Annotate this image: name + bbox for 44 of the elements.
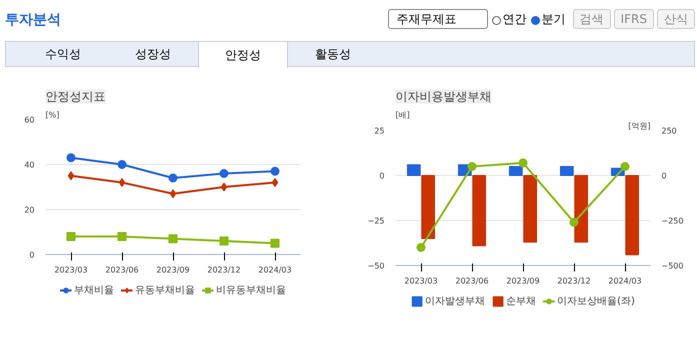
x-tick-label: 2023/09 <box>156 266 190 274</box>
y-axis-title: [%] <box>46 110 60 120</box>
y2-tick-label: 0 <box>662 172 667 180</box>
x-tick-label: 2023/03 <box>54 266 88 274</box>
legend-label: 이자발생부채 <box>425 295 486 308</box>
x-tick-label: 2023/06 <box>105 266 139 274</box>
y2-tick-label: −500 <box>662 262 684 270</box>
y-tick-label: 20 <box>24 206 35 214</box>
y-axis-title: [배] <box>396 110 410 120</box>
legend-label: 부채비율 <box>74 284 114 297</box>
y-tick-label: 40 <box>24 160 35 170</box>
y-tick-label: −50 <box>368 262 385 270</box>
y-tick-label: 25 <box>374 126 385 136</box>
text: 분기 <box>542 12 566 26</box>
text: 수익성 <box>44 46 82 63</box>
chart-title: 이자비용발생부채 <box>396 90 492 104</box>
text: 검색 <box>572 9 611 30</box>
text: 산식 <box>657 9 695 30</box>
y2-axis-title: [억원] <box>628 122 651 130</box>
y-tick-label: 0 <box>379 172 385 180</box>
text: 안정성 <box>198 40 288 68</box>
x-tick-label: 2023/09 <box>506 276 540 286</box>
text: IFRS <box>614 9 654 30</box>
y2-tick-label: 250 <box>662 126 677 136</box>
x-tick-label: 2023/12 <box>207 266 241 274</box>
y-tick-label: 0 <box>29 250 35 260</box>
x-tick-label: 2023/06 <box>455 276 489 286</box>
y-tick-label: 60 <box>24 116 35 124</box>
chart-title: 안정성지표 <box>46 90 106 104</box>
y-tick-label: −25 <box>368 216 385 226</box>
text: 성장성 <box>134 46 172 63</box>
x-tick-label: 2024/03 <box>608 276 642 286</box>
x-tick-label: 2023/12 <box>557 276 591 286</box>
x-tick-label: 2024/03 <box>258 266 292 274</box>
y2-tick-label: −250 <box>662 216 684 226</box>
x-tick-label: 2023/03 <box>404 276 438 286</box>
legend-label: 순부채 <box>506 295 536 308</box>
text: 연간 <box>502 12 527 26</box>
legend-label: 비유동부채비율 <box>216 284 286 297</box>
text: 주재무제표 <box>388 9 488 30</box>
text: 활동성 <box>314 46 352 63</box>
legend-label: 유동부채비율 <box>135 284 195 297</box>
legend-label: 이자보상배율(좌) <box>557 295 635 308</box>
text: 투자분석 <box>5 11 61 30</box>
